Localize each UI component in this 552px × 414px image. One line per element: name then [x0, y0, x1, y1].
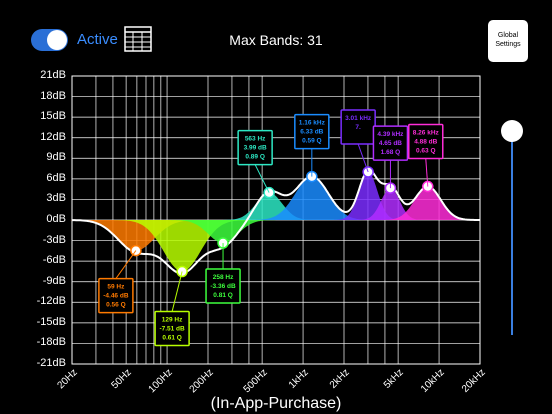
callout-text: 0.56 Q: [106, 302, 126, 309]
callout-text: 59 Hz: [107, 284, 125, 291]
callout-box: [205, 268, 241, 304]
callout-text: 0.59 Q: [302, 138, 322, 145]
band-handle[interactable]: [263, 186, 275, 199]
band-handle[interactable]: [176, 265, 188, 278]
callout-text: 0.89 Q: [245, 154, 265, 161]
callout-text: -7.51 dB: [159, 325, 185, 332]
band-fill: [221, 192, 317, 220]
callout-leader: [171, 271, 183, 312]
response-curve: [72, 169, 480, 275]
x-tick-label: 500Hz: [241, 367, 270, 396]
y-tick-label: 18dB: [40, 89, 66, 102]
callout-text: 3.99 dB: [244, 145, 267, 152]
band-fill: [168, 220, 278, 243]
y-tick-label: 12dB: [40, 130, 66, 143]
callout-box: [340, 109, 376, 145]
toggle-knob: [47, 30, 67, 50]
band-callout[interactable]: 8.26 kHz 4.88 dB 0.63 Q: [408, 123, 444, 187]
y-tick-label: 0dB: [46, 213, 66, 225]
x-tick-label: 20kHz: [459, 367, 488, 395]
page-title: Max Bands: 31: [229, 32, 323, 48]
band-fill: [356, 188, 425, 220]
y-tick-label: -18dB: [36, 336, 66, 349]
y-tick-label: 15dB: [40, 110, 66, 123]
band-handle[interactable]: [217, 237, 229, 249]
active-toggle[interactable]: [31, 29, 68, 51]
band-callout[interactable]: 59 Hz -4.46 dB 0.56 Q: [98, 250, 137, 314]
y-tick-label: -12dB: [36, 295, 66, 308]
y-tick-label: -3dB: [42, 233, 66, 246]
callout-box: [98, 277, 134, 314]
callout-text: 0.61 Q: [162, 334, 182, 341]
callout-text: 0.63 Q: [416, 148, 436, 155]
callout-text: 4.39 kHz: [377, 131, 404, 138]
gain-slider-track[interactable]: [511, 140, 513, 335]
band-fill: [334, 172, 403, 220]
band-callout[interactable]: 258 Hz -3.36 dB 0.81 Q: [205, 243, 241, 304]
y-tick-label: -21dB: [36, 357, 66, 369]
callout-text: 1.68 Q: [381, 149, 401, 156]
callout-leader: [357, 143, 369, 173]
band-callout[interactable]: 3.01 kHz 7.: [340, 109, 376, 173]
callout-text: 7.: [355, 124, 361, 131]
global-settings-button[interactable]: Global Settings: [488, 20, 528, 62]
gain-slider-thumb[interactable]: [501, 120, 523, 142]
callout-text: 1.16 kHz: [299, 120, 326, 127]
band-fill: [380, 186, 476, 220]
callout-box: [408, 123, 444, 160]
callout-text: 8.26 kHz: [413, 130, 440, 137]
x-tick-label: 20Hz: [55, 367, 80, 392]
band-handle[interactable]: [306, 170, 318, 183]
band-handle[interactable]: [384, 182, 397, 194]
callout-box: [372, 125, 409, 161]
x-tick-label: 50Hz: [109, 367, 134, 392]
callout-box: [294, 113, 330, 150]
x-tick-label: 5kHz: [381, 367, 406, 391]
grid-table-icon[interactable]: [124, 26, 152, 52]
y-tick-label: 6dB: [46, 171, 66, 184]
band-callout[interactable]: 1.16 kHz 6.33 dB 0.59 Q: [294, 113, 330, 177]
active-label[interactable]: Active: [77, 31, 118, 48]
callout-leader: [115, 250, 137, 279]
x-tick-label: 10kHz: [418, 367, 447, 395]
band-fill: [67, 220, 204, 251]
callout-leader: [425, 158, 429, 187]
y-tick-label: -15dB: [36, 315, 66, 328]
callout-leader: [254, 164, 270, 193]
callout-text: 258 Hz: [213, 274, 234, 281]
in-app-purchase-label[interactable]: (In-App-Purchase): [210, 395, 342, 412]
chart-frame: [71, 75, 481, 365]
band-callout[interactable]: 4.39 kHz 4.65 dB 1.68 Q: [372, 125, 409, 189]
callout-text: -4.46 dB: [103, 293, 129, 300]
x-tick-label: 1kHz: [286, 367, 311, 391]
global-settings-line2: Settings: [495, 41, 521, 48]
x-tick-label: 200Hz: [187, 367, 216, 396]
callout-text: 4.88 dB: [414, 139, 437, 146]
band-callout[interactable]: 129 Hz -7.51 dB 0.61 Q: [154, 271, 190, 347]
x-tick-label: 2kHz: [327, 367, 352, 391]
y-tick-label: -9dB: [42, 274, 66, 287]
band-fill: [250, 176, 373, 220]
callout-box: [237, 129, 273, 166]
global-settings-line1: Global: [497, 32, 519, 39]
callout-text: 3.01 kHz: [345, 115, 372, 122]
band-handle[interactable]: [422, 180, 434, 193]
y-tick-label: 21dB: [40, 69, 66, 81]
y-tick-label: 3dB: [46, 192, 66, 205]
callout-text: 4.65 dB: [379, 140, 402, 147]
band-handle[interactable]: [362, 166, 374, 178]
x-tick-label: 100Hz: [146, 367, 175, 396]
callout-box: [154, 310, 190, 347]
band-handle[interactable]: [130, 244, 142, 257]
callout-text: 6.33 dB: [300, 129, 323, 136]
y-tick-label: -6dB: [42, 254, 66, 267]
callout-text: -3.36 dB: [210, 283, 236, 290]
callout-text: 129 Hz: [162, 316, 183, 323]
callout-text: 0.81 Q: [213, 292, 233, 299]
band-fill: [114, 220, 251, 272]
band-callout[interactable]: 563 Hz 3.99 dB 0.89 Q: [237, 129, 273, 193]
callout-text: 563 Hz: [245, 136, 266, 143]
y-tick-label: 9dB: [46, 151, 66, 164]
